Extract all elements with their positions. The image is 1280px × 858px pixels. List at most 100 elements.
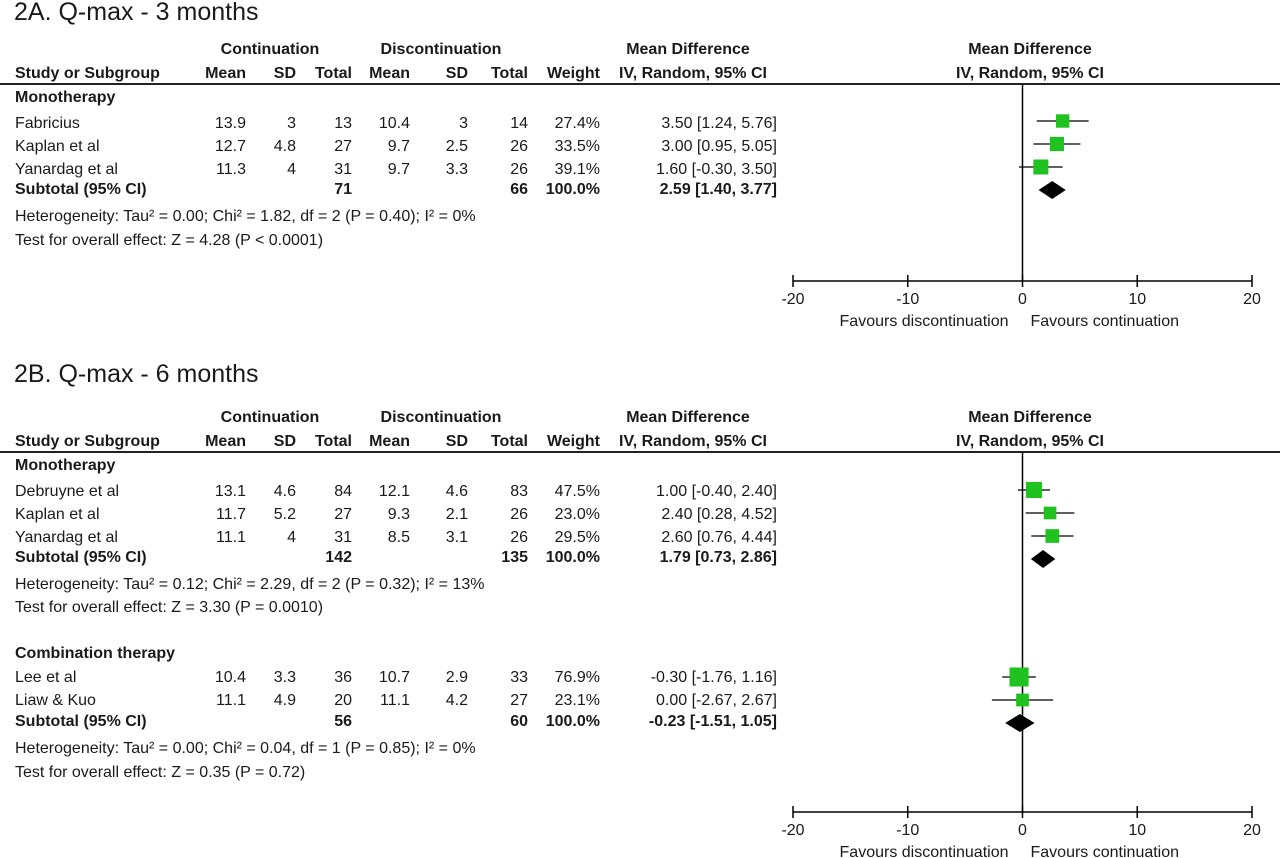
subtotal-d-total: 135 [501, 549, 528, 566]
x-tick-label: -20 [781, 291, 804, 308]
study-point [1016, 693, 1029, 707]
header-discontinuation: Discontinuation [380, 409, 502, 426]
ci-text: -0.30 [-1.76, 1.16] [650, 669, 777, 686]
c-total: 27 [334, 138, 352, 155]
forest-panel-b: 2B. Q-max - 6 months Continuation Discon… [0, 360, 1280, 858]
header-iv-random: IV, Random, 95% CI [619, 65, 767, 82]
d-sd: 3.3 [445, 161, 468, 178]
c-sd: 5.2 [273, 506, 296, 523]
d-total: 27 [510, 692, 528, 709]
x-tick-label: 20 [1243, 822, 1261, 839]
header-continuation: Continuation [220, 41, 320, 58]
header-study: Study or Subgroup [15, 65, 160, 82]
d-mean: 9.7 [387, 138, 410, 155]
c-mean: 10.4 [214, 669, 246, 686]
weight: 23.0% [554, 506, 600, 523]
d-total: 26 [510, 161, 528, 178]
c-mean: 13.9 [214, 115, 246, 132]
header-c-mean: Mean [205, 433, 246, 450]
ci-text: 0.00 [-2.67, 2.67] [656, 692, 777, 709]
header-continuation: Continuation [220, 409, 320, 426]
weight: 33.5% [554, 138, 600, 155]
study-name: Yanardag et al [15, 161, 118, 178]
header-mean-difference-plot: Mean Difference [968, 409, 1092, 426]
favours-right-label: Favours continuation [1031, 844, 1180, 858]
header-d-sd: SD [445, 433, 468, 450]
d-sd: 3.1 [445, 529, 468, 546]
d-total: 26 [510, 138, 528, 155]
overall-effect-text: Test for overall effect: Z = 4.28 (P < 0… [15, 232, 324, 249]
study-name: Fabricius [15, 115, 80, 132]
subtotal-d-total: 66 [510, 181, 528, 198]
x-tick-label: 10 [1128, 291, 1146, 308]
study-point [1049, 136, 1065, 152]
study-name: Yanardag et al [15, 529, 118, 546]
c-total: 27 [334, 506, 352, 523]
subtotal-ci: -0.23 [-1.51, 1.05] [648, 713, 777, 730]
d-mean: 10.4 [378, 115, 410, 132]
forest-plot-b: -20 -10 0 10 20 Favours discontinuation Favour… [780, 452, 1280, 858]
header-d-total: Total [490, 433, 528, 450]
d-mean: 9.3 [387, 506, 410, 523]
subtotal-weight: 100.0% [545, 549, 600, 566]
x-tick-label: -10 [896, 822, 919, 839]
header-divider [0, 451, 1280, 453]
c-sd: 4.6 [273, 483, 296, 500]
ci-text: 1.00 [-0.40, 2.40] [656, 483, 777, 500]
subtotal-diamond [1030, 550, 1056, 568]
study-point [1045, 529, 1060, 543]
subtotal-label: Subtotal (95% CI) [15, 713, 147, 730]
subtotal-c-total: 71 [334, 181, 352, 198]
c-mean: 11.1 [216, 529, 246, 546]
ci-text: 3.00 [0.95, 5.05] [661, 138, 777, 155]
forest-plot-svg: -20 -10 0 10 20 Favours discontinuation Favour… [781, 452, 1261, 858]
c-total: 36 [334, 669, 352, 686]
c-total: 20 [334, 692, 352, 709]
favours-right-label: Favours continuation [1031, 313, 1180, 330]
subtotal-label: Subtotal (95% CI) [15, 549, 147, 566]
header-c-sd: SD [273, 433, 296, 450]
d-total: 33 [510, 669, 528, 686]
favours-left-label: Favours discontinuation [840, 313, 1009, 330]
header-c-sd: SD [273, 65, 296, 82]
header-discontinuation: Discontinuation [380, 41, 502, 58]
d-mean: 9.7 [387, 161, 410, 178]
d-sd: 4.2 [445, 692, 468, 709]
study-point [1025, 481, 1042, 499]
subtotal-diamond [1038, 181, 1066, 199]
header-mean-difference: Mean Difference [626, 41, 750, 58]
header-c-total: Total [314, 65, 352, 82]
subtotal-label: Subtotal (95% CI) [15, 181, 147, 198]
favours-left-label: Favours discontinuation [840, 844, 1009, 858]
d-sd: 3 [459, 115, 468, 132]
subtotal-d-total: 60 [510, 713, 528, 730]
group-label: Monotherapy [15, 89, 116, 106]
header-study: Study or Subgroup [15, 433, 160, 450]
c-mean: 11.3 [216, 161, 246, 178]
d-total: 14 [510, 115, 528, 132]
weight: 39.1% [554, 161, 600, 178]
header-d-mean: Mean [369, 65, 410, 82]
weight: 47.5% [554, 483, 600, 500]
subtotal-diamond [1005, 714, 1035, 732]
forest-plot-a: -20 -10 0 10 20 Favours discontinuation Favour… [780, 84, 1280, 344]
subtotal-weight: 100.0% [545, 713, 600, 730]
header-c-mean: Mean [205, 65, 246, 82]
ci-text: 2.60 [0.76, 4.44] [661, 529, 777, 546]
study-point [1055, 114, 1070, 128]
ci-text: 3.50 [1.24, 5.76] [661, 115, 777, 132]
x-tick-label: 0 [1018, 822, 1027, 839]
weight: 27.4% [554, 115, 600, 132]
d-mean: 10.7 [378, 669, 410, 686]
subtotal-ci: 2.59 [1.40, 3.77] [659, 181, 777, 198]
d-sd: 2.5 [445, 138, 468, 155]
x-tick-label: 0 [1018, 291, 1027, 308]
c-mean: 11.1 [216, 692, 246, 709]
header-divider [0, 83, 1280, 85]
weight: 76.9% [554, 669, 600, 686]
study-name: Kaplan et al [15, 138, 100, 155]
overall-effect-text: Test for overall effect: Z = 0.35 (P = 0… [15, 764, 306, 781]
weight: 23.1% [554, 692, 600, 709]
study-name: Liaw & Kuo [15, 692, 96, 709]
heterogeneity-text: Heterogeneity: Tau² = 0.12; Chi² = 2.29,… [15, 576, 485, 593]
